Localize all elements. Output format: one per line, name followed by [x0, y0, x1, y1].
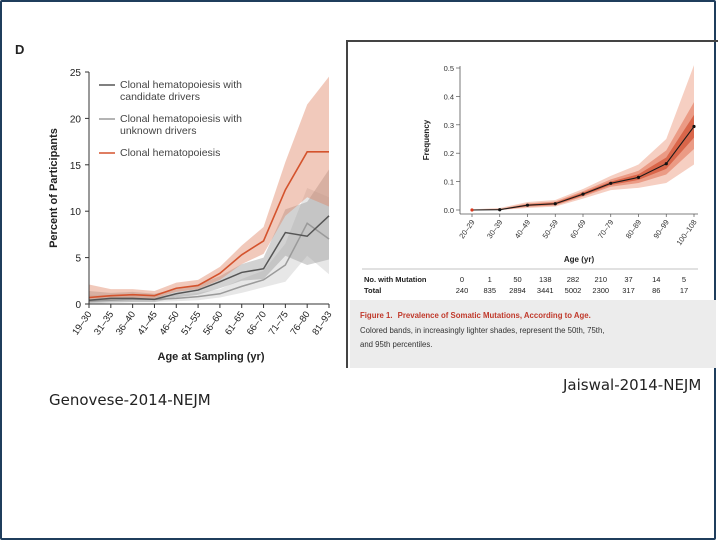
x-tick-label: 66–70	[245, 309, 269, 337]
figure-caption-title: Figure 1. Prevalence of Somatic Mutation…	[360, 311, 591, 320]
jaiswal-chart: 0.0 0.1 0.2 0.3 0.4 0.5 20–29 30–39 40–49 50–59 6…	[346, 40, 718, 368]
x-tick-label: 20–29	[457, 218, 476, 240]
x-tick-label: 56–60	[201, 309, 225, 337]
x-tick-label: 41–45	[136, 309, 160, 337]
figure-caption-box	[350, 300, 716, 368]
figure-label: Figure 1.	[360, 311, 393, 320]
x-tick-label: 36–40	[114, 309, 138, 337]
table-cell-total: 2894	[509, 286, 526, 295]
y-tick-label: 0.4	[444, 92, 454, 101]
figure-title: Prevalence of Somatic Mutations, Accordi…	[398, 311, 591, 320]
data-point	[581, 192, 585, 196]
x-tick-label: 90–99	[652, 218, 671, 240]
data-point	[525, 203, 530, 207]
table-cell-mutation: 37	[624, 275, 632, 284]
data-point	[609, 181, 613, 185]
table-cell-total: 317	[622, 286, 635, 295]
series-line-0	[88, 215, 330, 302]
figure-caption-line2: and 95th percentiles.	[360, 340, 432, 349]
x-tick-label: 61–65	[223, 309, 247, 337]
x-tick-label: 50–59	[541, 218, 560, 240]
ci-band-0	[89, 169, 329, 304]
y-tick-label: 15	[70, 161, 82, 172]
left-source-caption: Genovese-2014-NEJM	[49, 391, 211, 409]
x-tick-label: 76–80	[288, 309, 312, 337]
table-row-label-total: Total	[364, 286, 381, 295]
table-cell-mutation: 1	[488, 275, 492, 284]
y-tick-label: 0.5	[444, 64, 454, 73]
table-cell-mutation: 50	[513, 275, 521, 284]
y-tick-label: 0.2	[444, 149, 454, 158]
y-tick-label: 5	[75, 254, 81, 265]
y-tick-label: 0.1	[444, 178, 454, 187]
x-axis-label: Age at Sampling (yr)	[158, 351, 265, 363]
table-cell-total: 835	[483, 286, 496, 295]
table-cell-total: 240	[456, 286, 469, 295]
x-tick-label: 80–89	[624, 218, 643, 240]
x-tick-label: 100–108	[675, 218, 699, 247]
table-cell-total: 86	[652, 286, 660, 295]
x-tick-label: 51–55	[179, 309, 203, 337]
y-tick-label: 25	[70, 68, 82, 79]
x-axis-label: Age (yr)	[564, 255, 595, 264]
ci-band-2	[89, 76, 329, 303]
data-point	[470, 208, 474, 212]
x-tick-label: 81–93	[310, 309, 334, 337]
table-cell-mutation: 282	[567, 275, 580, 284]
table-cell-mutation: 5	[682, 275, 686, 284]
panel-label: D	[15, 42, 24, 57]
table-cell-mutation: 14	[652, 275, 660, 284]
x-tick-label: 40–49	[513, 218, 532, 240]
series-line-1	[88, 222, 330, 302]
y-tick-label: 20	[70, 114, 82, 125]
legend-entry: Clonal hematopoiesis with unknown drivers	[120, 113, 242, 137]
x-tick-label: 19–30	[70, 309, 94, 337]
y-tick-label: 0.3	[444, 121, 454, 130]
ci-band-1	[89, 188, 329, 304]
genovese-chart: D 0 5 10 15 20 25 19–3031–3536–4041–4546–5051…	[15, 42, 334, 363]
band-75	[472, 102, 694, 210]
data-point	[636, 175, 641, 179]
table-cell-total: 2300	[592, 286, 609, 295]
x-tick-label: 31–35	[92, 309, 116, 337]
x-tick-label: 30–39	[485, 218, 504, 240]
x-tick-label: 70–79	[596, 218, 615, 240]
data-point	[498, 208, 502, 212]
y-tick-label: 0	[75, 300, 81, 311]
table-cell-total: 5002	[565, 286, 582, 295]
data-point	[664, 162, 668, 166]
table-cell-mutation: 138	[539, 275, 552, 284]
y-axis-label: Frequency	[422, 119, 431, 160]
legend-entry: Clonal hematopoiesis	[120, 147, 220, 159]
y-tick-label: 0.0	[444, 206, 454, 215]
band-95	[472, 65, 694, 210]
x-tick-label: 71–75	[267, 309, 291, 337]
y-axis-label: Percent of Participants	[48, 128, 60, 248]
legend-entry: Clonal hematopoiesis with candidate drive…	[120, 79, 242, 103]
table-cell-total: 17	[680, 286, 688, 295]
right-source-caption: Jaiswal-2014-NEJM	[563, 376, 702, 394]
figure-caption-line1: Colored bands, in increasingly lighter s…	[360, 326, 604, 335]
data-point	[553, 202, 557, 206]
series-line-2	[88, 151, 329, 299]
table-cell-total: 3441	[537, 286, 554, 295]
table-cell-mutation: 210	[594, 275, 607, 284]
data-point	[692, 124, 696, 129]
table-cell-mutation: 0	[460, 275, 464, 284]
x-tick-label: 60–69	[568, 218, 587, 240]
y-tick-label: 10	[70, 207, 82, 218]
table-row-label-mutation: No. with Mutation	[364, 275, 427, 284]
x-tick-label: 46–50	[158, 309, 182, 337]
